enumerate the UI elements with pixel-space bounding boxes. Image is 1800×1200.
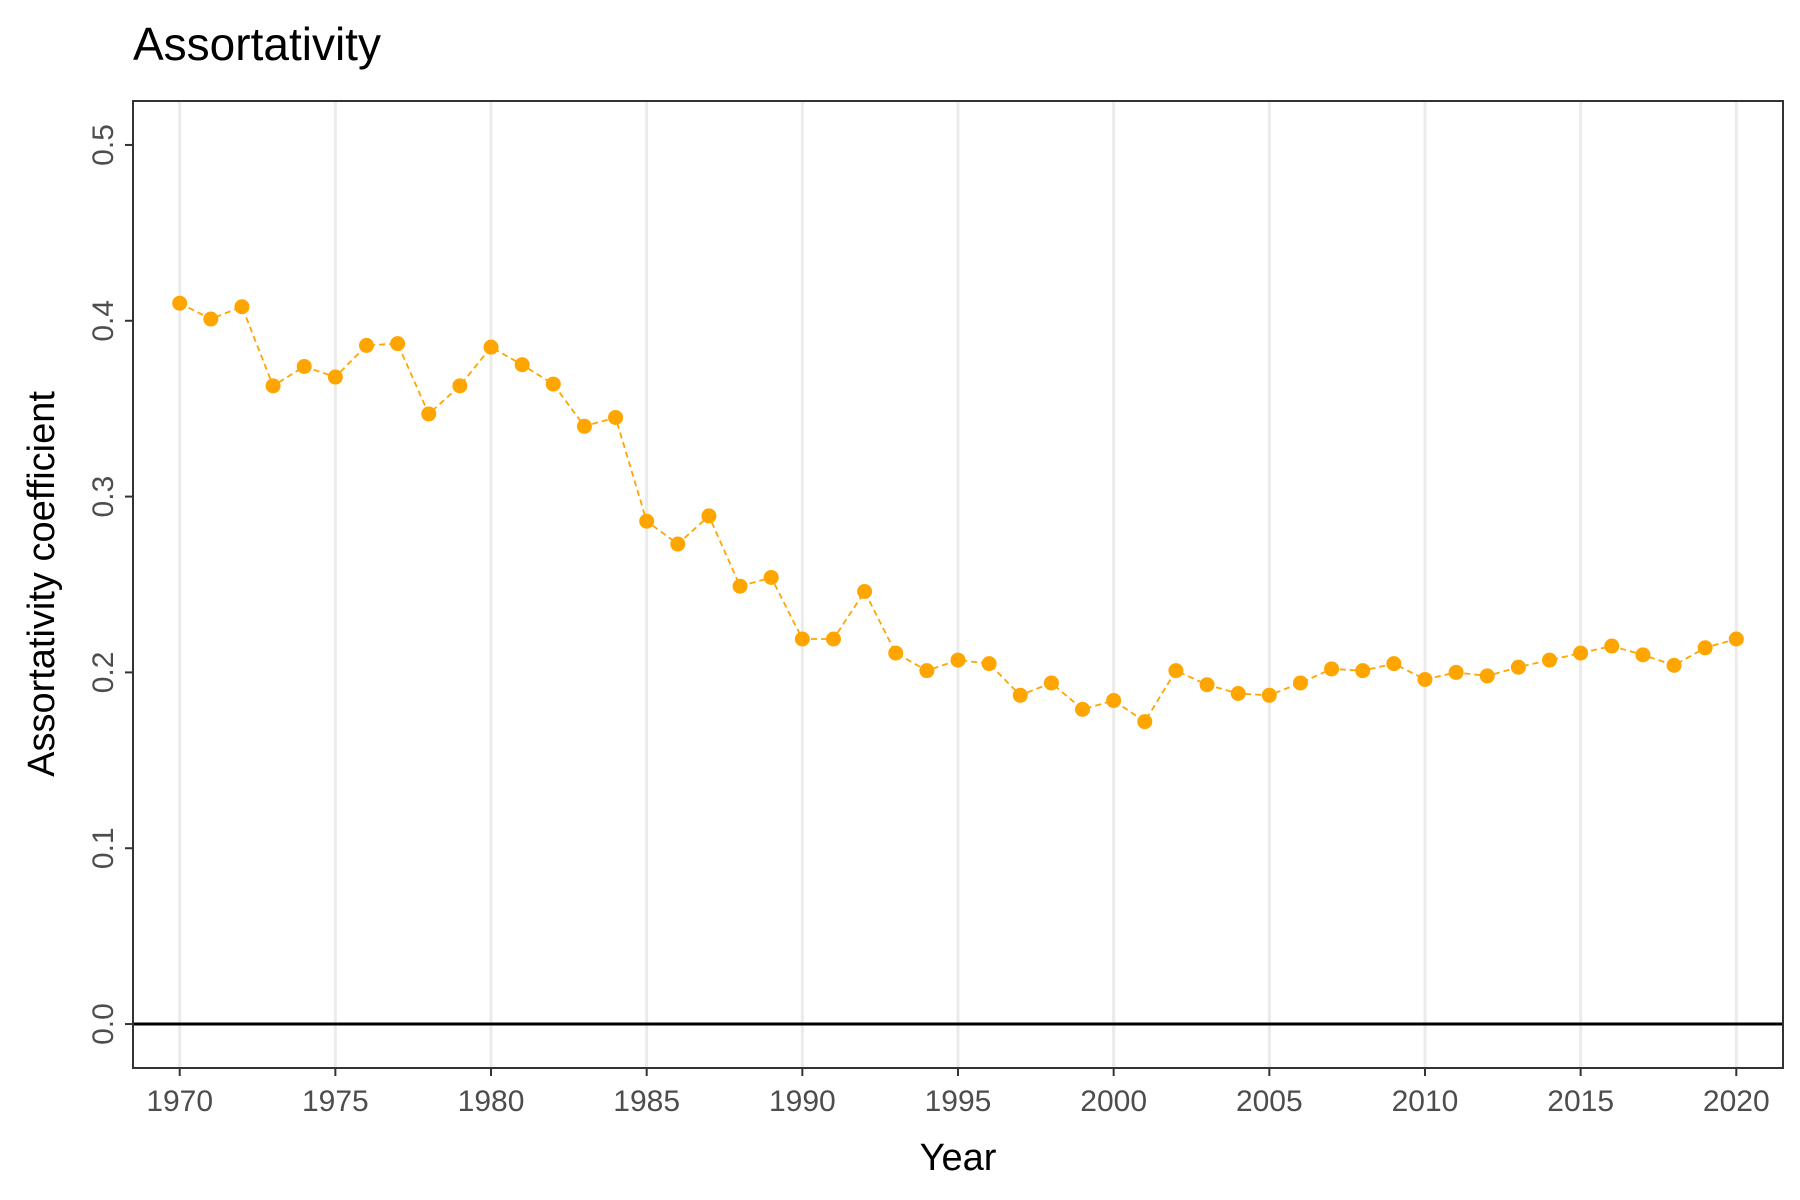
data-point [919, 663, 935, 679]
y-tick-label: 0.3 [87, 476, 120, 518]
data-point [1573, 645, 1589, 661]
data-point [1666, 657, 1682, 673]
y-tick-label: 0.5 [87, 124, 120, 166]
data-point [701, 508, 717, 524]
data-point [545, 376, 561, 392]
x-tick-label: 1995 [925, 1085, 992, 1118]
data-point [1635, 647, 1651, 663]
data-point [608, 409, 624, 425]
data-point [1604, 638, 1620, 654]
data-point [888, 645, 904, 661]
grid-lines [178, 101, 1738, 1068]
data-point [203, 311, 219, 327]
x-tick-label: 2020 [1703, 1085, 1770, 1118]
data-point [1479, 668, 1495, 684]
data-point [390, 336, 406, 352]
y-tick-label: 0.4 [87, 300, 120, 342]
series-line [179, 302, 1737, 723]
series-layer [172, 295, 1744, 730]
data-point [1106, 693, 1122, 709]
data-point [1012, 687, 1028, 703]
data-point [1137, 714, 1153, 730]
chart-title: Assortativity [133, 18, 381, 70]
data-point [1168, 663, 1184, 679]
x-axis-title: Year [920, 1137, 997, 1179]
data-point [1355, 663, 1371, 679]
data-point [421, 406, 437, 422]
x-tick-label: 1980 [458, 1085, 525, 1118]
data-point [1075, 701, 1091, 717]
data-point [950, 652, 966, 668]
data-point [1043, 675, 1059, 691]
data-point [981, 656, 997, 672]
data-point [639, 513, 655, 529]
y-tick-label: 0.2 [87, 652, 120, 694]
data-point [1697, 640, 1713, 656]
x-tick-label: 2015 [1547, 1085, 1614, 1118]
data-point [1448, 664, 1464, 680]
data-point [1199, 677, 1215, 693]
data-point [1261, 687, 1277, 703]
data-point [794, 631, 810, 647]
data-point [763, 569, 779, 585]
data-point [358, 337, 374, 353]
data-point [234, 299, 250, 315]
x-tick-label: 1975 [302, 1085, 369, 1118]
data-point [514, 357, 530, 373]
y-tick-label: 0.1 [87, 827, 120, 869]
x-tick-label: 2000 [1080, 1085, 1147, 1118]
data-point [327, 369, 343, 385]
data-point [483, 339, 499, 355]
x-tick-label: 1970 [146, 1085, 213, 1118]
y-axis: 0.0 0.1 0.2 0.3 0.4 0.5 [87, 124, 133, 1045]
data-point [576, 418, 592, 434]
data-point [857, 584, 873, 600]
x-axis: 1970 1975 1980 1985 1990 1995 2000 2005 2010 2015… [146, 1068, 1770, 1118]
data-point [825, 631, 841, 647]
data-point [670, 536, 686, 552]
x-tick-label: 2010 [1392, 1085, 1459, 1118]
data-point [1292, 675, 1308, 691]
data-point [732, 578, 748, 594]
data-point [172, 295, 188, 311]
x-tick-label: 2005 [1236, 1085, 1303, 1118]
y-axis-title: Assortativity coefficient [21, 391, 63, 777]
data-point [1542, 652, 1558, 668]
x-tick-label: 1985 [613, 1085, 680, 1118]
data-point [1510, 659, 1526, 675]
data-point [1324, 661, 1340, 677]
data-point [1386, 656, 1402, 672]
data-point [452, 378, 468, 394]
data-point [1417, 671, 1433, 687]
x-tick-label: 1990 [769, 1085, 836, 1118]
data-point [1230, 686, 1246, 702]
data-point [296, 358, 312, 374]
data-point [265, 378, 281, 394]
y-tick-label: 0.0 [87, 1003, 120, 1045]
data-point [1728, 631, 1744, 647]
